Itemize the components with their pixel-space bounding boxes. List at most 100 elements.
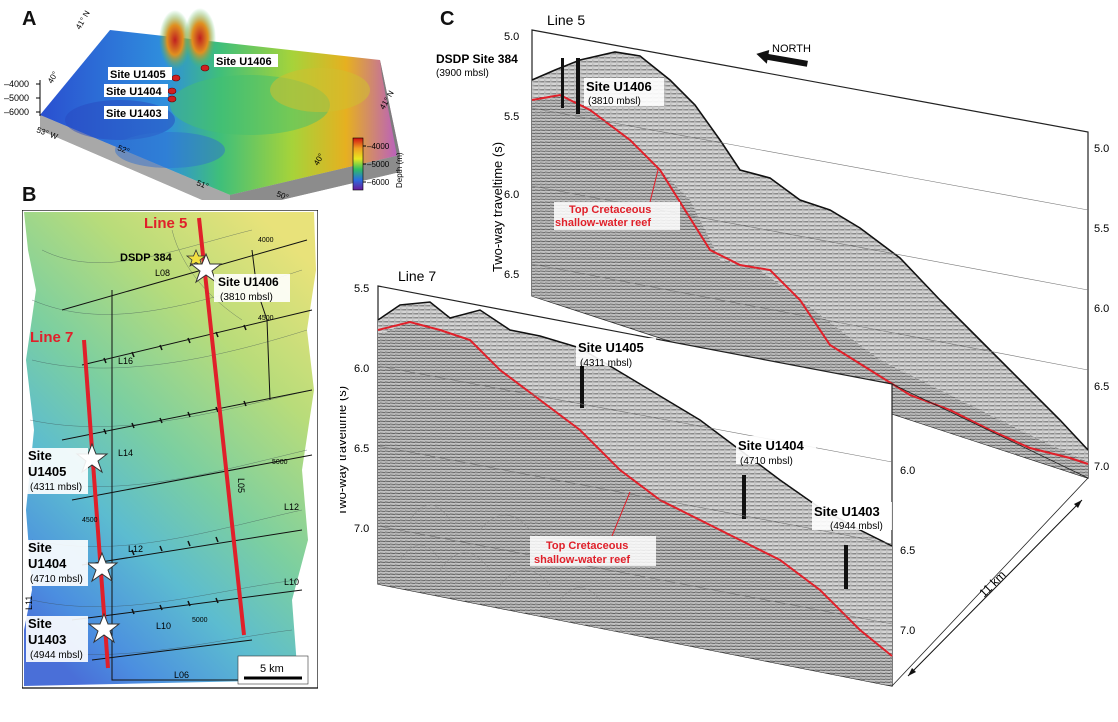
site-dot-u1404 [167, 87, 177, 95]
site-star-dsdp384 [185, 248, 207, 267]
line5-hole-u1406 [576, 58, 580, 114]
lon-label: 52° [116, 143, 130, 156]
site-u1405-name-1: Site [28, 448, 52, 463]
line7-site-u1404-depth: (4710 mbsl) [740, 456, 793, 467]
site-star-u1406 [189, 252, 223, 284]
site-label-u1406: Site U1406 [216, 56, 272, 68]
line5-title: Line 5 [547, 12, 585, 28]
line5-right-tick: 5.5 [1094, 223, 1109, 235]
line7-reef-horizon [377, 320, 893, 657]
line7-left-tick: 6.5 [354, 443, 369, 455]
line7-right-tick: 6.0 [900, 465, 915, 477]
lon-label: 50° [275, 189, 289, 200]
line5-reef-horizon [531, 93, 1089, 465]
north-arrow [756, 50, 808, 67]
line5-right-tick: 7.0 [1094, 461, 1109, 473]
lat-label: 40° [46, 70, 60, 85]
site-u1406-depth: (3810 mbsl) [220, 292, 273, 303]
panel-b-map: Line 5 Line 7 L08 L16 L14 L12 L12 L10 L1… [22, 210, 318, 689]
line7-hole-u1404 [742, 475, 746, 519]
line5-left-tick: 5.5 [504, 111, 519, 123]
contour-label: 4000 [258, 237, 274, 244]
line5-dsdp-depth: (3900 mbsl) [436, 68, 489, 79]
site-u1404-name-2: U1404 [28, 556, 67, 571]
line5-left-tick: 5.0 [504, 31, 519, 43]
line5-site-name: Site U1406 [586, 79, 652, 94]
seamount-peak [159, 10, 191, 70]
dsdp-384-label: DSDP 384 [120, 252, 173, 264]
colorbar-tick: –4000 [367, 142, 390, 151]
line7-site-u1403-depth: (4944 mbsl) [830, 521, 883, 532]
depth-tick: –6000 [4, 107, 29, 117]
lon-label: 51° [195, 178, 209, 191]
panel-b-letter: B [22, 184, 37, 206]
depth-tick: –4000 [4, 79, 29, 89]
track-label: L14 [118, 448, 133, 458]
line5-seismic [532, 52, 1088, 478]
line7-right-tick: 6.5 [900, 545, 915, 557]
north-label: NORTH [772, 43, 811, 55]
line7-site-u1405-name: Site U1405 [578, 340, 644, 355]
track-label: L10 [156, 621, 171, 631]
track-label: L11 [24, 596, 34, 610]
site-u1405-depth: (4311 mbsl) [30, 482, 82, 493]
line5-reef-label-1: Top Cretaceous [569, 204, 651, 216]
site-dot-u1403 [167, 95, 177, 103]
site-label-u1405: Site U1405 [110, 69, 166, 81]
panel-c-letter: C [440, 8, 455, 30]
site-label-u1404: Site U1404 [106, 86, 163, 98]
line7-title: Line 7 [398, 268, 436, 284]
site-star-u1403 [87, 612, 121, 644]
site-u1403-depth: (4944 mbsl) [30, 650, 83, 661]
line7-reef-label-1: Top Cretaceous [546, 540, 628, 552]
line5-right-tick: 6.5 [1094, 381, 1109, 393]
track-label: L12 [284, 502, 299, 512]
colorbar-label: Depth (m) [395, 152, 404, 188]
line5-left-tick: 6.5 [504, 269, 519, 281]
line7-left-tick: 6.0 [354, 363, 369, 375]
line5-reef-label-2: shallow-water reef [555, 217, 651, 229]
line-5-track [197, 217, 246, 636]
site-u1405-name-2: U1405 [28, 464, 66, 479]
track-label: L10 [284, 577, 299, 587]
line5-right-tick: 6.0 [1094, 303, 1109, 315]
line7-hole-u1403 [844, 545, 848, 589]
line-5-label: Line 5 [144, 215, 187, 232]
line7-site-u1405-depth: (4311 mbsl) [580, 358, 632, 369]
site-u1404-depth: (4710 mbsl) [30, 574, 83, 585]
contour-label: 4500 [82, 517, 98, 524]
site-star-u1404 [85, 551, 119, 583]
line-7-label: Line 7 [30, 329, 73, 346]
contour-label: 4500 [258, 315, 274, 322]
line5-site-depth: (3810 mbsl) [588, 96, 641, 107]
depth-tick: –5000 [4, 93, 29, 103]
line5-ylabel: Two-way traveltime (s) [490, 142, 505, 272]
colorbar-tick: –6000 [367, 178, 390, 187]
site-dot-u1405 [171, 74, 181, 82]
lat-label: 41° N [74, 9, 92, 31]
line5-right-tick: 5.0 [1094, 143, 1109, 155]
line7-left-tick: 7.0 [354, 523, 369, 535]
line7-site-u1404-name: Site U1404 [738, 438, 805, 453]
panel-a-terrain: Site U1405 Site U1404 Site U1403 Site U1… [4, 8, 404, 200]
contour-label: 5000 [192, 617, 208, 624]
line7-ylabel: Two-way traveltime (s) [340, 386, 349, 516]
line7-reef-label-2: shallow-water reef [534, 554, 630, 566]
distance-label: 11 km [976, 568, 1008, 600]
colorbar-tick: –5000 [367, 160, 390, 169]
track-label: L12 [128, 544, 143, 554]
track-label: L16 [118, 356, 133, 366]
site-dot-u1406 [200, 64, 210, 72]
site-u1406-name: Site U1406 [218, 275, 279, 289]
line7-right-tick: 7.0 [900, 625, 915, 637]
panel-a-letter: A [22, 8, 37, 30]
distance-arrow [907, 499, 1083, 677]
line7-hole-u1405 [580, 362, 584, 408]
line5-dsdp-name: DSDP Site 384 [436, 52, 518, 66]
track-label: L05 [236, 478, 246, 493]
site-label-u1403: Site U1403 [106, 108, 162, 120]
line7-left-tick: 5.5 [354, 283, 369, 295]
track-label: L08 [155, 268, 170, 278]
line5-hole-dsdp384 [561, 58, 564, 108]
panel-c-seismic: Line 5 NORTH DSDP Site 384 (3900 mbsl) S… [340, 12, 1109, 687]
